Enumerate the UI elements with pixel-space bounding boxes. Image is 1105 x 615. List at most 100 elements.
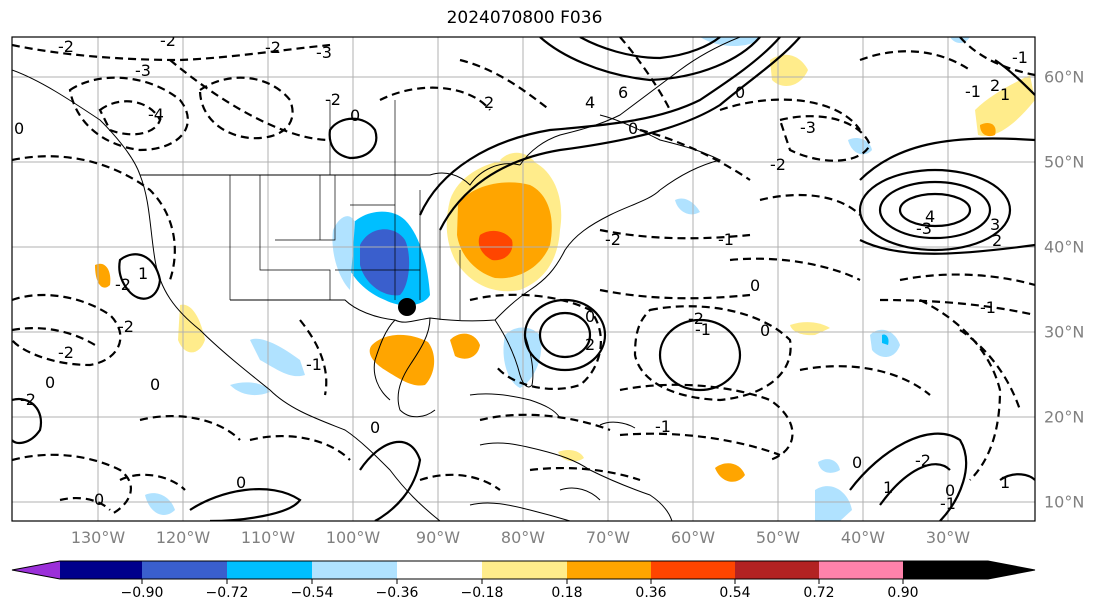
contour-label: -1: [980, 298, 996, 317]
colorbar-outline: [11, 560, 1036, 580]
contour-label: 0: [150, 375, 160, 394]
contour-label: 1: [1000, 85, 1010, 104]
contour-label: -2: [325, 90, 341, 109]
contour-label: -3: [316, 43, 332, 62]
lon-label: 40°W: [840, 528, 886, 547]
contour-label: 0: [45, 373, 55, 392]
lat-label: 50°N: [1044, 152, 1085, 172]
lon-label: 80°W: [500, 528, 546, 547]
contour-label: -1: [718, 230, 734, 249]
contour-label: 0: [370, 418, 380, 437]
colorbar-tick-label: −0.90: [120, 585, 164, 601]
contour-label: 4: [925, 207, 935, 226]
colorbar-tick-label: 0.54: [719, 585, 751, 601]
contour-label: -1: [306, 355, 322, 374]
colorbar-bin: [397, 561, 482, 579]
contour-label: 0: [14, 119, 24, 138]
colorbar-bin: [819, 561, 903, 579]
contour-label: 0: [750, 276, 760, 295]
positive-contours: [12, 37, 1035, 521]
lon-label: 100°W: [325, 528, 381, 547]
contour-label: -4: [148, 105, 164, 124]
contour-label: -2: [688, 309, 704, 328]
contour-label: 0: [852, 453, 862, 472]
colorbar-tick-label: 0.72: [803, 585, 835, 601]
contour-label: -2: [118, 317, 134, 336]
contour-label: -2: [265, 38, 281, 57]
contour-label: -3: [135, 61, 151, 80]
lon-label: 30°W: [925, 528, 971, 547]
map-title: 2024070800 F036: [446, 8, 603, 28]
contour-label: 0: [760, 321, 770, 340]
colorbar-bin: [60, 561, 142, 579]
contour-label: 2: [990, 76, 1000, 95]
contour-label: 3: [990, 215, 1000, 234]
contour-label: 2: [484, 93, 494, 112]
contour-label: 2: [585, 335, 595, 354]
colorbar-tick-marks: [141, 579, 904, 584]
contour-label: 0: [350, 106, 360, 125]
map-frame: [11, 36, 1036, 522]
colorbar-tick-label: −0.54: [290, 585, 334, 601]
contour-label: -2: [58, 37, 74, 56]
colorbar-tick-label: −0.36: [375, 585, 419, 601]
colorbar-bin: [567, 561, 651, 579]
contour-label: 0: [735, 83, 745, 102]
contour-label: -2: [770, 155, 786, 174]
colorbar-tick-label: −0.72: [205, 585, 249, 601]
contour-label: -3: [800, 118, 816, 137]
contour-label: 0: [94, 490, 104, 509]
lon-label: 50°W: [755, 528, 801, 547]
lon-label: 120°W: [155, 528, 211, 547]
colorbar-bin: [735, 561, 819, 579]
negative-contours: [12, 37, 1035, 516]
state-borders: [229, 100, 461, 320]
contour-label: 0: [236, 473, 246, 492]
colorbar-tick-label: 0.18: [551, 585, 583, 601]
colorbar-tick-label: 0.36: [635, 585, 667, 601]
contour-label: -2: [115, 275, 131, 294]
colorbar-extend-low: [12, 561, 60, 579]
contour-label: 1: [138, 264, 148, 283]
contour-label: -1: [965, 82, 981, 101]
lon-label: 90°W: [415, 528, 461, 547]
contour-label: 0: [945, 481, 955, 500]
positive-anomaly-gulf: [369, 334, 435, 386]
colorbar-tick-label: −0.18: [460, 585, 504, 601]
lat-label: 30°N: [1044, 322, 1085, 342]
contour-label: 6: [618, 83, 628, 102]
contour-label: -2: [605, 230, 621, 249]
contour-label: -2: [160, 31, 176, 50]
contour-label: -2: [20, 390, 36, 409]
colorbar-bin: [142, 561, 227, 579]
contour-label: -1: [695, 320, 711, 339]
contour-label: -1: [1012, 48, 1028, 67]
colorbar-bin: [227, 561, 312, 579]
shading-layer: [95, 37, 1035, 521]
lon-label: 60°W: [670, 528, 716, 547]
lat-label: 40°N: [1044, 237, 1085, 257]
contour-label: 0: [628, 119, 638, 138]
graticule: [12, 37, 1035, 521]
lat-label: 60°N: [1044, 67, 1085, 87]
contour-label: 0: [585, 307, 595, 326]
contour-label: -1: [940, 494, 956, 513]
colorbar-tick-label: 0.90: [887, 585, 919, 601]
colorbar-extend-high: [903, 561, 1035, 579]
colorbar-bin: [312, 561, 397, 579]
lat-label: 10°N: [1044, 492, 1085, 512]
storm-center-marker: [398, 298, 416, 316]
lon-label: 110°W: [240, 528, 296, 547]
contour-label: -1: [655, 417, 671, 436]
contour-label: -2: [915, 451, 931, 470]
contour-labels: -2 -3 -2 -3 -4 0 -2 -2 2 4 6 0 -3 2 -1 -…: [14, 31, 1028, 513]
coastlines: [12, 37, 741, 521]
contour-label: -2: [58, 343, 74, 362]
lon-label: 70°W: [585, 528, 631, 547]
contour-label: -3: [916, 219, 932, 238]
contour-label: 1: [883, 478, 893, 497]
colorbar-bin: [651, 561, 735, 579]
lat-label: 20°N: [1044, 407, 1085, 427]
